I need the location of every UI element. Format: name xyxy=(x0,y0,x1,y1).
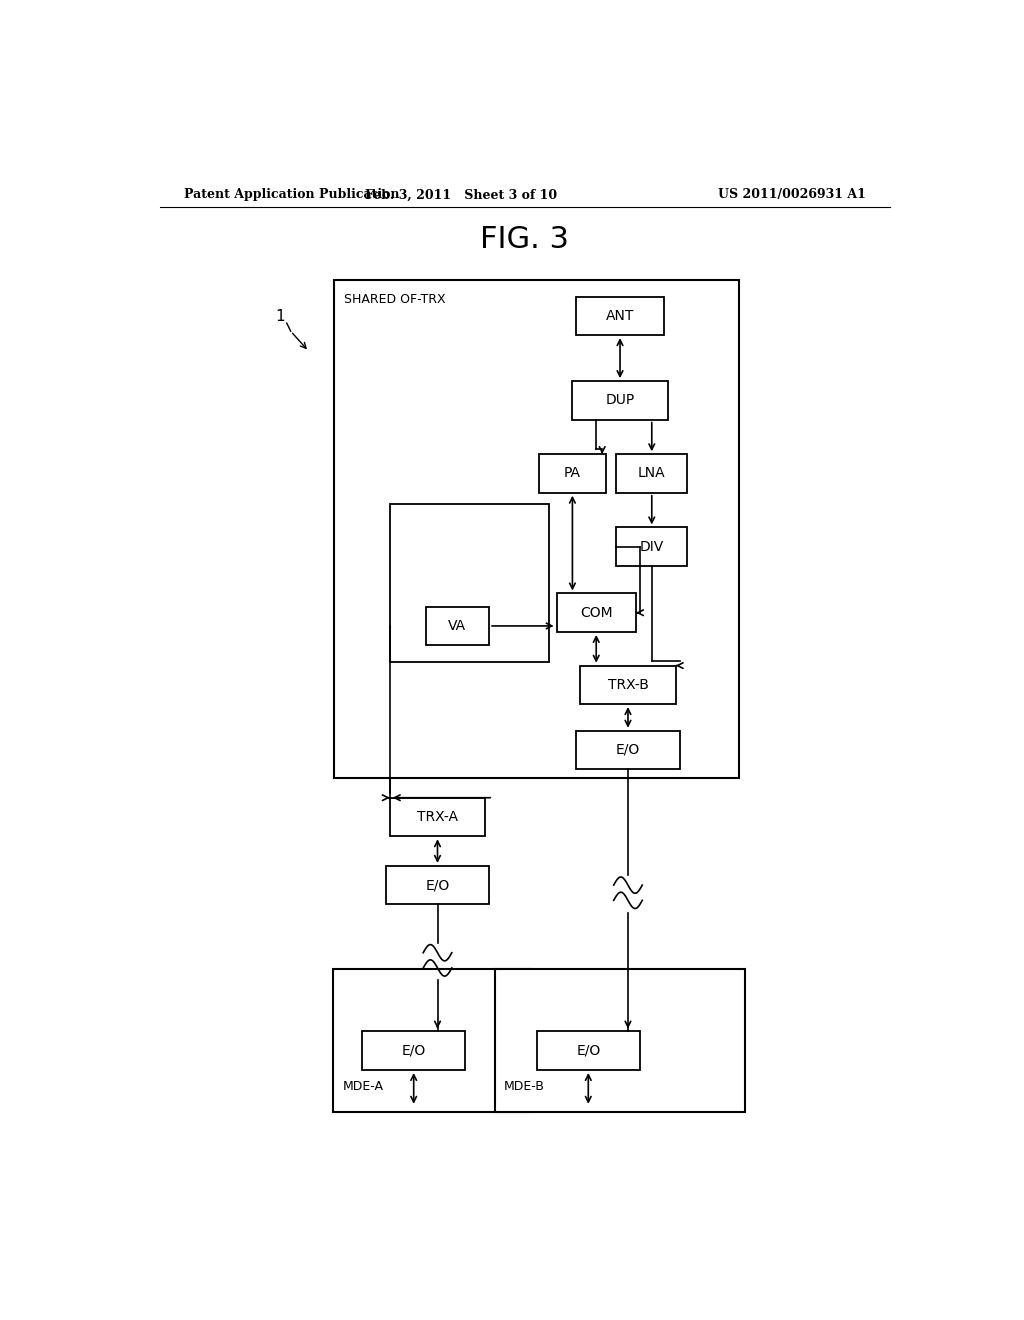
Text: VA: VA xyxy=(449,619,466,634)
Bar xyxy=(616,454,687,492)
Text: DUP: DUP xyxy=(605,393,635,408)
Text: 1: 1 xyxy=(275,309,285,325)
Bar xyxy=(333,969,529,1111)
Text: MDE-B: MDE-B xyxy=(504,1081,545,1093)
Text: E/O: E/O xyxy=(577,1044,600,1057)
Text: Patent Application Publication: Patent Application Publication xyxy=(183,189,399,202)
Bar xyxy=(426,607,489,645)
Text: US 2011/0026931 A1: US 2011/0026931 A1 xyxy=(718,189,866,202)
Bar xyxy=(572,381,668,420)
Bar xyxy=(577,297,664,335)
Bar xyxy=(386,866,489,904)
Bar xyxy=(537,1031,640,1071)
Text: COM: COM xyxy=(580,606,612,619)
Bar xyxy=(539,454,606,492)
Bar xyxy=(581,665,676,704)
Bar xyxy=(362,1031,465,1071)
Bar xyxy=(390,797,485,837)
Text: TRX-A: TRX-A xyxy=(417,810,458,824)
Text: PA: PA xyxy=(564,466,581,480)
Text: TRX-B: TRX-B xyxy=(607,678,648,692)
Bar xyxy=(495,969,744,1111)
Text: Feb. 3, 2011   Sheet 3 of 10: Feb. 3, 2011 Sheet 3 of 10 xyxy=(366,189,557,202)
Bar xyxy=(556,594,636,632)
Text: E/O: E/O xyxy=(615,743,640,756)
Text: ANT: ANT xyxy=(606,309,634,323)
Bar xyxy=(390,504,549,661)
Bar xyxy=(334,280,739,779)
Text: MDE-A: MDE-A xyxy=(342,1081,383,1093)
Text: LNA: LNA xyxy=(638,466,666,480)
Bar xyxy=(616,528,687,566)
Text: SHARED OF-TRX: SHARED OF-TRX xyxy=(344,293,445,305)
Text: E/O: E/O xyxy=(401,1044,426,1057)
Text: FIG. 3: FIG. 3 xyxy=(480,226,569,255)
Bar xyxy=(577,731,680,770)
Text: E/O: E/O xyxy=(425,878,450,892)
Text: DIV: DIV xyxy=(640,540,664,553)
